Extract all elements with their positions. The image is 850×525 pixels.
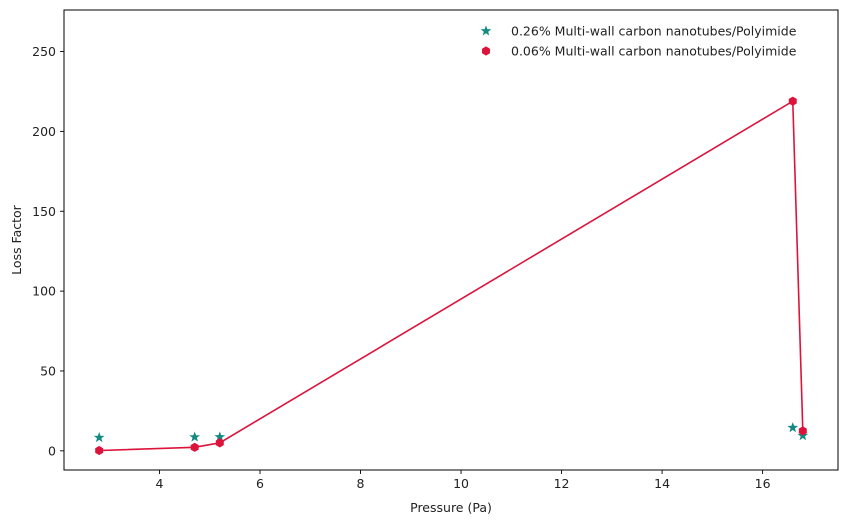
y-tick-label: 200: [32, 124, 56, 139]
x-tick-label: 10: [453, 476, 469, 491]
series-006-point: [788, 96, 797, 106]
series-026-point: [787, 422, 799, 433]
plot-area: 4 6 8 10 12 14 16 0 50 100 150 200 250: [32, 9, 839, 491]
legend-marker-026: [480, 25, 492, 36]
legend: 0.26% Multi-wall carbon nanotubes/Polyim…: [480, 24, 797, 59]
y-tick-label: 0: [48, 443, 56, 458]
x-tick-label: 14: [654, 476, 670, 491]
series-026-point: [93, 431, 105, 443]
series-006-point: [798, 426, 807, 436]
legend-label-006: 0.06% Multi-wall carbon nanotubes/Polyim…: [511, 44, 797, 59]
x-tick-label: 12: [554, 476, 570, 491]
series-006-point: [190, 442, 199, 452]
x-tick-label: 8: [357, 476, 365, 491]
y-tick-label: 100: [32, 284, 56, 299]
series-006-point: [95, 445, 104, 456]
y-tick-label: 150: [32, 204, 56, 219]
series-026-point: [189, 431, 200, 442]
y-axis-label: Loss Factor: [9, 204, 24, 275]
x-tick-label: 6: [256, 476, 264, 491]
series-006-point: [215, 438, 224, 448]
legend-label-026: 0.26% Multi-wall carbon nanotubes/Polyim…: [511, 24, 797, 39]
x-axis-label: Pressure (Pa): [410, 500, 492, 515]
axes-frame: [63, 9, 839, 471]
x-tick-label: 16: [755, 476, 771, 491]
x-tick-label: 4: [156, 476, 164, 491]
y-tick-label: 50: [40, 363, 56, 378]
y-tick-label: 250: [32, 44, 56, 59]
series-026-point: [214, 431, 226, 442]
legend-marker-006: [482, 46, 490, 56]
